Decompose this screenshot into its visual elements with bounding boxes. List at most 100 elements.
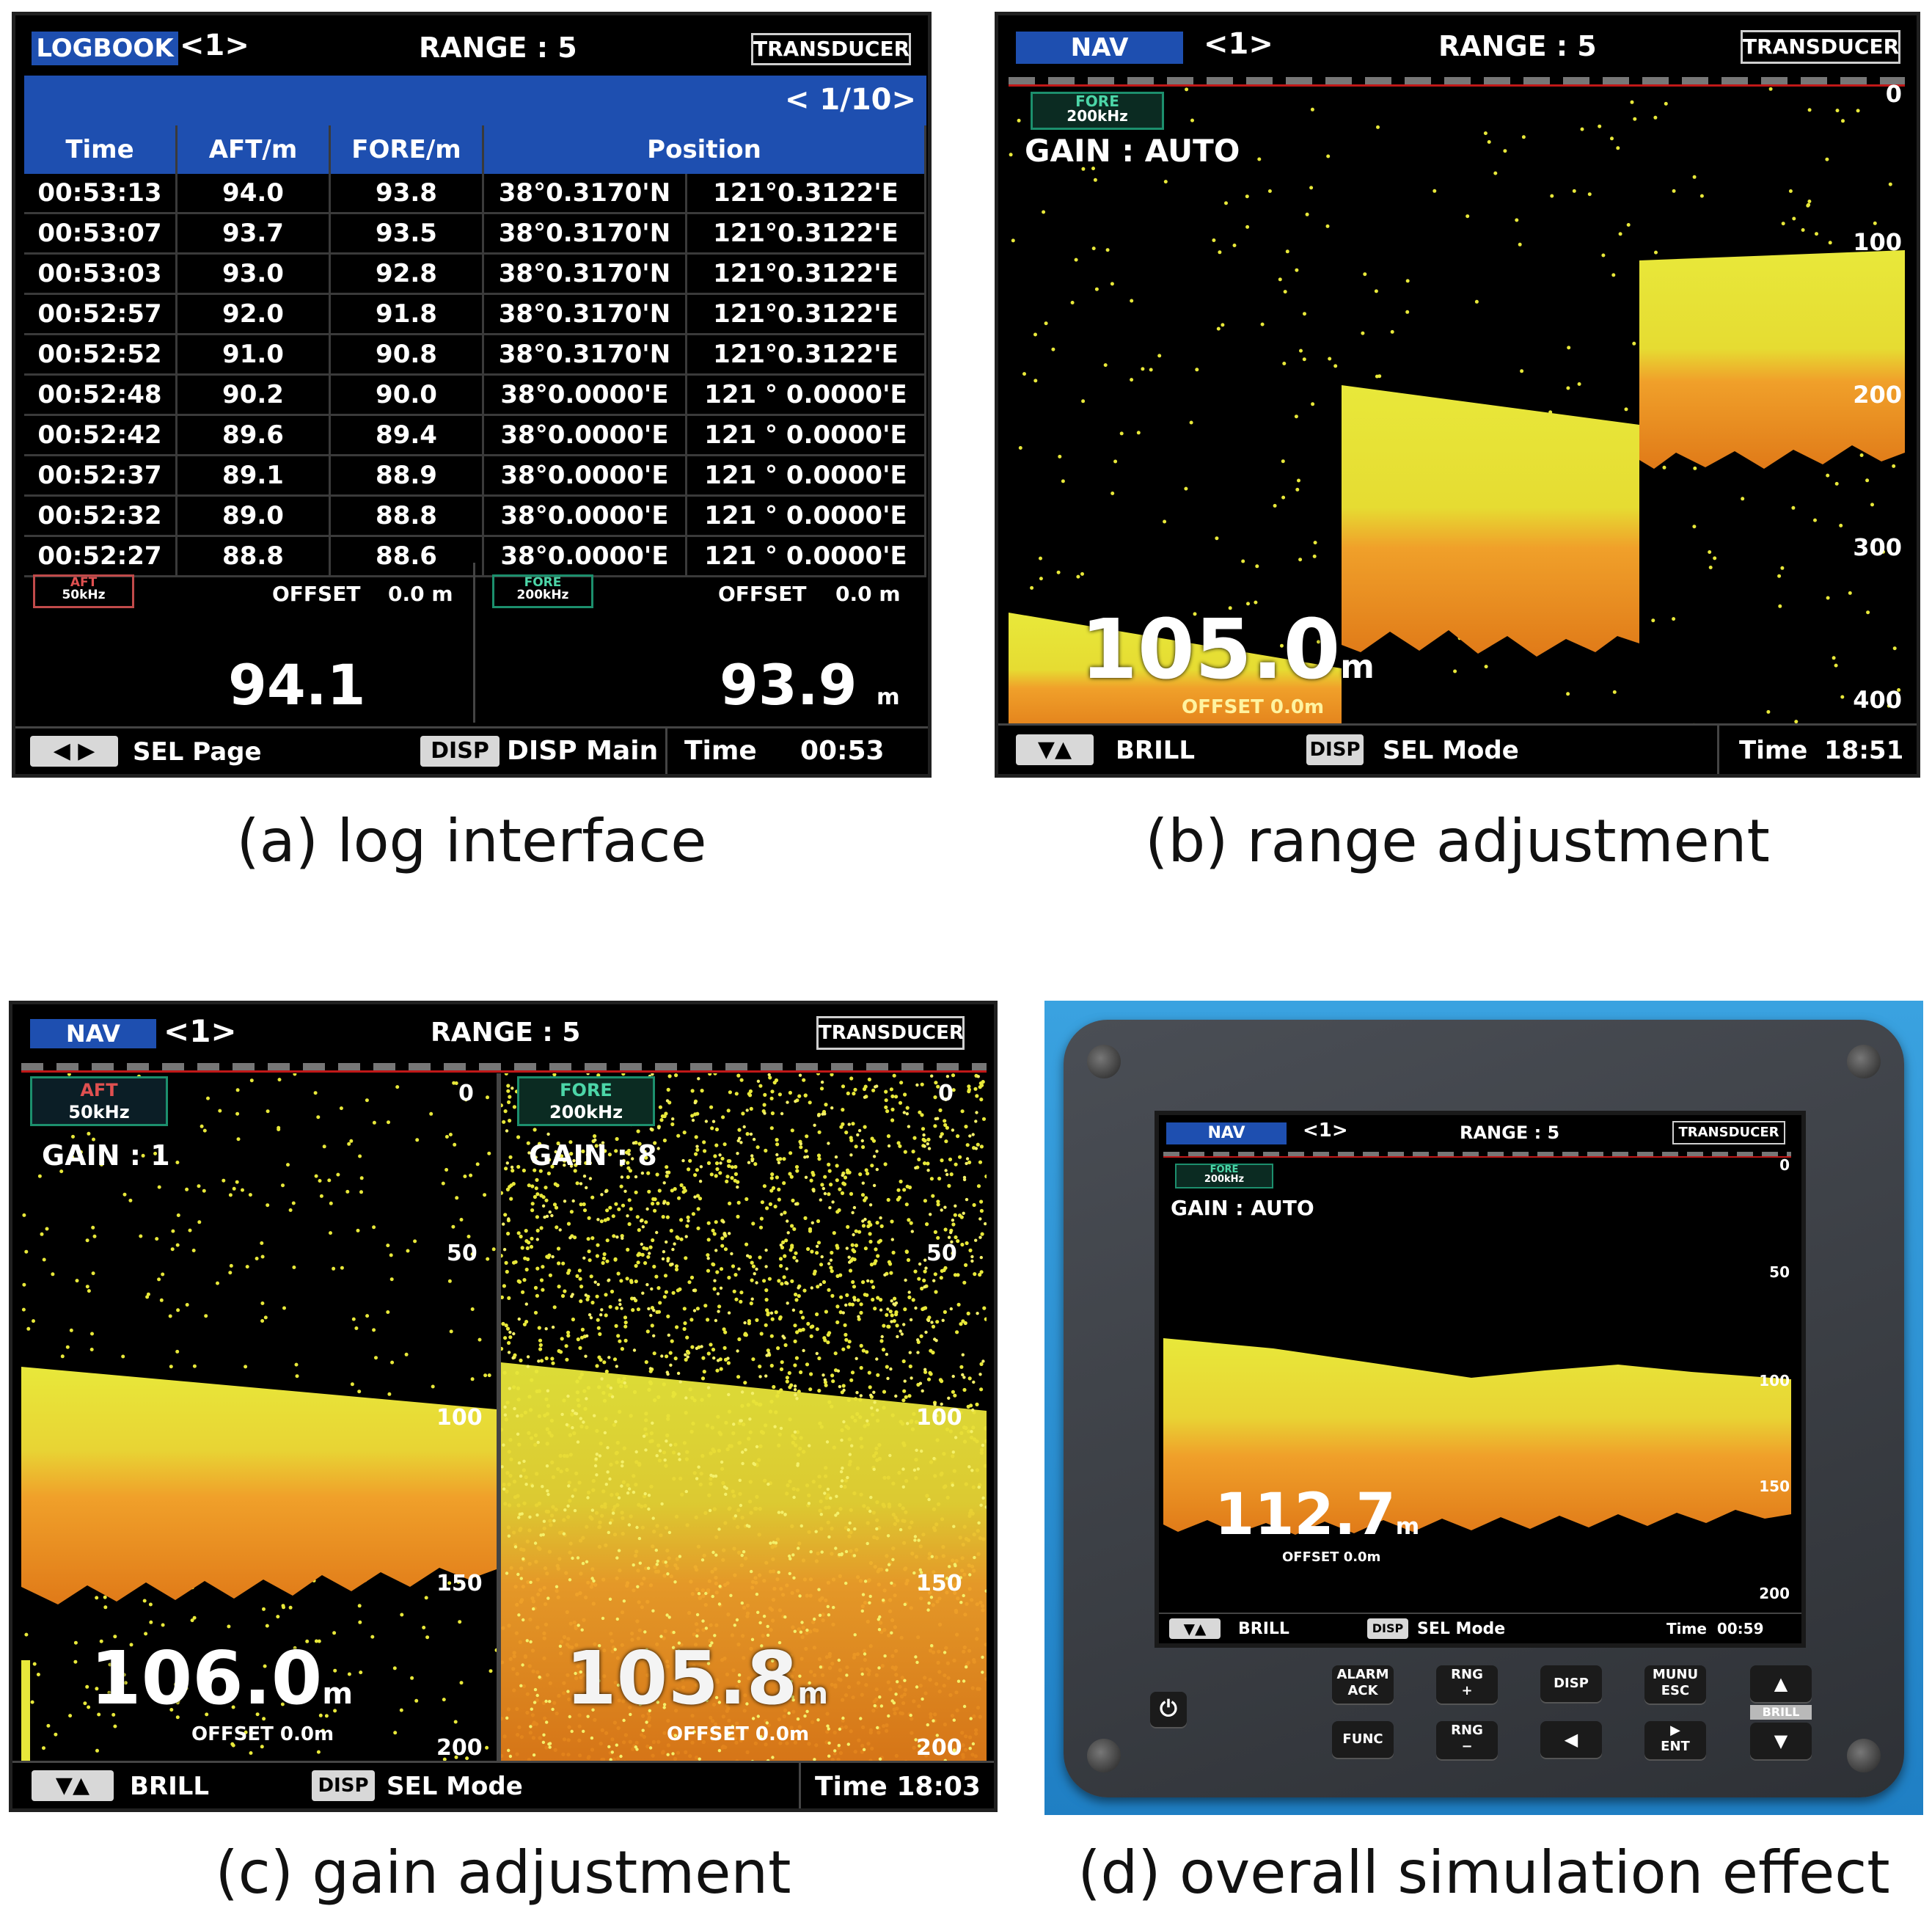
noise-dot (568, 1140, 573, 1144)
noise-dot (829, 1183, 833, 1187)
noise-dot (622, 1718, 626, 1723)
noise-dot (1826, 596, 1830, 600)
noise-dot (844, 1337, 849, 1342)
noise-dot (560, 1412, 564, 1417)
noise-dot (873, 1704, 877, 1708)
enter-key[interactable]: ▶ ENT (1644, 1721, 1706, 1759)
page-indicator[interactable]: < 1/10> (784, 83, 916, 117)
noise-dot (797, 1293, 801, 1299)
noise-dot (691, 1118, 695, 1122)
noise-dot (54, 1732, 58, 1737)
transducer-button[interactable]: TRANSDUCER (751, 33, 911, 65)
noise-dot (750, 1154, 754, 1158)
noise-dot (798, 1674, 802, 1678)
transducer-button[interactable]: TRANSDUCER (816, 1016, 965, 1050)
rng-minus-key[interactable]: RNG − (1436, 1721, 1498, 1759)
noise-dot (706, 1238, 711, 1242)
noise-dot (968, 1134, 972, 1138)
noise-dot (827, 1288, 831, 1292)
noise-dot (671, 1646, 676, 1649)
noise-dot (1076, 574, 1080, 579)
disp-button[interactable]: DISP (1306, 734, 1364, 765)
noise-dot (1295, 487, 1300, 492)
noise-dot (740, 1390, 744, 1394)
noise-dot (827, 1613, 831, 1617)
noise-dot (840, 1479, 844, 1483)
noise-dot (808, 1387, 813, 1392)
noise-dot (795, 1259, 799, 1263)
transducer-button[interactable]: TRANSDUCER (1741, 30, 1900, 64)
noise-dot (872, 1183, 877, 1188)
noise-dot (263, 1664, 267, 1668)
noise-dot (948, 1565, 951, 1569)
cell-aft: 90.2 (176, 374, 331, 416)
noise-dot (609, 1386, 613, 1390)
noise-dot (546, 1171, 551, 1176)
down-arrow-key[interactable]: ▼ (1750, 1723, 1812, 1759)
noise-dot (876, 1373, 880, 1377)
disp-key[interactable]: DISP (1540, 1665, 1602, 1702)
noise-dot (921, 1697, 924, 1701)
noise-dot (670, 1188, 674, 1193)
noise-dot (730, 1165, 734, 1169)
rng-plus-key[interactable]: RNG + (1436, 1665, 1498, 1704)
noise-dot (1299, 348, 1303, 353)
noise-dot (505, 1269, 509, 1274)
alarm-ack-key[interactable]: ALARM ACK (1332, 1665, 1394, 1704)
noise-dot (568, 1236, 572, 1240)
cell-lat: 38°0.3170'N (483, 174, 687, 214)
noise-dot (977, 1521, 981, 1524)
noise-dot (714, 1143, 719, 1147)
noise-dot (652, 1264, 656, 1269)
noise-dot (816, 1153, 822, 1158)
disp-button[interactable]: DISP (312, 1770, 375, 1801)
table-row: 00:52:48 90.2 90.0 38°0.0000'E 121 ° 0.0000'… (24, 374, 927, 416)
page-arrows-button[interactable]: ◀ ▶ (30, 736, 118, 767)
noise-dot (350, 1382, 354, 1387)
noise-dot (1566, 386, 1570, 390)
noise-dot (949, 1307, 953, 1311)
noise-dots-overlay (501, 1073, 987, 1766)
offset-readout-aft: OFFSET 0.0m (191, 1723, 334, 1745)
noise-dot (617, 1549, 621, 1552)
up-arrow-key[interactable]: ▲ (1750, 1665, 1812, 1702)
noise-dot (799, 1145, 803, 1150)
disp-main-label: DISP Main (507, 736, 659, 766)
left-arrow-key[interactable]: ◀ (1540, 1721, 1602, 1758)
noise-dot (359, 1190, 363, 1194)
noise-dot (810, 1249, 814, 1254)
noise-dot (1834, 481, 1839, 486)
func-key[interactable]: FUNC (1332, 1721, 1394, 1758)
noise-dot (616, 1271, 621, 1276)
noise-dot (892, 1302, 896, 1306)
disp-button[interactable]: DISP (1367, 1618, 1408, 1639)
noise-dot (892, 1319, 896, 1323)
noise-dot (872, 1155, 877, 1158)
noise-dot (813, 1269, 817, 1274)
noise-dot (957, 1213, 962, 1218)
brill-arrows-button[interactable]: ▼▲ (32, 1770, 114, 1801)
noise-dot (578, 1698, 582, 1702)
brill-arrows-button[interactable]: ▼▲ (1169, 1618, 1221, 1639)
noise-dot (1042, 210, 1046, 214)
noise-dot (560, 1293, 566, 1299)
noise-dot (737, 1337, 742, 1342)
noise-dot (599, 1143, 602, 1147)
noise-dot (519, 1358, 523, 1362)
cell-time: 00:52:57 (24, 293, 178, 335)
transducer-button[interactable]: TRANSDUCER (1672, 1121, 1785, 1144)
noise-dot (742, 1550, 746, 1554)
noise-dot (539, 1278, 544, 1282)
disp-button[interactable]: DISP (420, 736, 500, 767)
noise-dot (441, 1181, 445, 1186)
brill-arrows-button[interactable]: ▼▲ (1016, 734, 1094, 765)
power-button[interactable]: ⏻ (1150, 1692, 1187, 1727)
menu-esc-key[interactable]: MUNU ESC (1644, 1665, 1706, 1704)
noise-dot (451, 1224, 455, 1229)
noise-dot (525, 1639, 529, 1643)
cell-lon: 121°0.3122'E (686, 174, 927, 214)
noise-dot (544, 1356, 549, 1361)
noise-dot (939, 1276, 943, 1280)
noise-dot (636, 1585, 640, 1588)
noise-dot (805, 1628, 809, 1632)
